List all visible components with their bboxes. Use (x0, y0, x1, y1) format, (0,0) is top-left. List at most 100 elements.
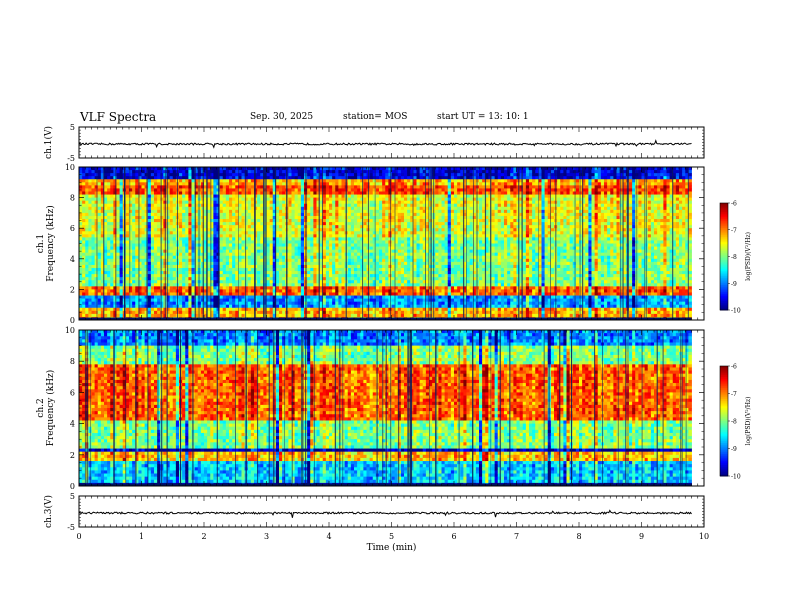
psd-cell (307, 259, 311, 262)
psd-cell (179, 213, 183, 216)
psd-cell (373, 259, 377, 262)
psd-cell (173, 216, 177, 219)
psd-cell (148, 191, 152, 194)
psd-cell (82, 207, 86, 210)
psd-cell (257, 247, 261, 250)
psd-cell (88, 204, 92, 207)
psd-cell (110, 250, 114, 253)
psd-cell (267, 210, 271, 213)
psd-cell (332, 302, 336, 305)
psd-cell (188, 179, 192, 182)
psd-cell (310, 296, 314, 299)
psd-cell (132, 244, 136, 247)
psd-cell (354, 289, 358, 292)
psd-cell (85, 237, 89, 240)
psd-cell (198, 253, 202, 256)
psd-cell (307, 210, 311, 213)
psd-cell (338, 274, 342, 277)
psd-cell (232, 204, 236, 207)
psd-cell (354, 314, 358, 317)
psd-cell (370, 277, 374, 280)
psd-cell (104, 231, 108, 234)
psd-cell (363, 244, 367, 247)
psd-cell (92, 237, 96, 240)
psd-cell (151, 204, 155, 207)
psd-cell (220, 191, 224, 194)
psd-cell (220, 182, 224, 185)
psd-cell (182, 262, 186, 265)
psd-cell (117, 176, 121, 179)
psd-cell (104, 195, 108, 198)
psd-cell (242, 262, 246, 265)
psd-cell (113, 265, 117, 268)
psd-cell (292, 195, 296, 198)
psd-cell (267, 286, 271, 289)
psd-cell (276, 170, 280, 173)
psd-cell (167, 207, 171, 210)
psd-cell (82, 201, 86, 204)
psd-cell (313, 240, 317, 243)
psd-cell (301, 286, 305, 289)
psd-cell (148, 265, 152, 268)
psd-cell (88, 305, 92, 308)
psd-cell (351, 259, 355, 262)
psd-cell (182, 228, 186, 231)
psd-cell (242, 182, 246, 185)
psd-cell (92, 185, 96, 188)
psd-cell (167, 302, 171, 305)
psd-cell (342, 188, 346, 191)
psd-cell (323, 231, 327, 234)
psd-cell (235, 277, 239, 280)
psd-cell (213, 213, 217, 216)
psd-cell (198, 271, 202, 274)
psd-cell (92, 277, 96, 280)
psd-cell (167, 250, 171, 253)
psd-cell (88, 201, 92, 204)
psd-cell (95, 308, 99, 311)
psd-cell (167, 213, 171, 216)
psd-cell (295, 289, 299, 292)
psd-cell (292, 271, 296, 274)
psd-cell (98, 207, 102, 210)
psd-cell (351, 216, 355, 219)
psd-cell (323, 207, 327, 210)
psd-cell (292, 253, 296, 256)
psd-cell (132, 265, 136, 268)
psd-cell (360, 207, 364, 210)
psd-cell (329, 280, 333, 283)
psd-cell (235, 292, 239, 295)
psd-cell (238, 176, 242, 179)
psd-cell (267, 188, 271, 191)
psd-cell (107, 286, 111, 289)
psd-cell (229, 268, 233, 271)
psd-cell (288, 296, 292, 299)
psd-cell (360, 195, 364, 198)
psd-cell (142, 216, 146, 219)
psd-cell (238, 231, 242, 234)
psd-cell (85, 216, 89, 219)
psd-cell (126, 250, 130, 253)
psd-cell (298, 231, 302, 234)
psd-cell (179, 167, 183, 170)
psd-cell (267, 191, 271, 194)
psd-cell (135, 170, 139, 173)
psd-cell (279, 271, 283, 274)
psd-cell (98, 173, 102, 176)
psd-cell (132, 170, 136, 173)
psd-cell (310, 302, 314, 305)
psd-cell (248, 188, 252, 191)
psd-cell (135, 311, 139, 314)
psd-cell (332, 237, 336, 240)
psd-cell (292, 280, 296, 283)
psd-cell (307, 201, 311, 204)
psd-cell (323, 237, 327, 240)
psd-cell (295, 240, 299, 243)
psd-cell (154, 228, 158, 231)
psd-cell (354, 271, 358, 274)
psd-cell (157, 274, 161, 277)
psd-cell (120, 237, 124, 240)
psd-cell (357, 256, 361, 259)
psd-cell (88, 207, 92, 210)
psd-cell (329, 176, 333, 179)
psd-cell (148, 274, 152, 277)
